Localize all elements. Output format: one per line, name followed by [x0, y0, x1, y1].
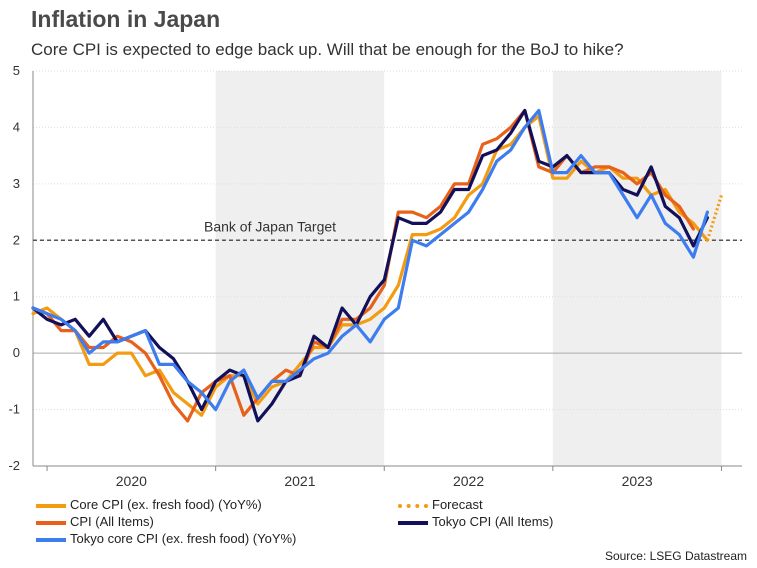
- legend-swatch-forecast: [398, 503, 428, 508]
- legend-item-tokyo-cpi: Tokyo CPI (All Items): [398, 514, 553, 529]
- legend-item-tokyo-core: Tokyo core CPI (ex. fresh food) (YoY%): [36, 531, 296, 546]
- legend-label-forecast: Forecast: [432, 497, 483, 512]
- legend-label-tokyo-core: Tokyo core CPI (ex. fresh food) (YoY%): [70, 531, 297, 546]
- legend-swatch-tokyo-cpi: [398, 520, 428, 525]
- x-tick-label-2020: 2020: [116, 473, 147, 489]
- y-tick-label: 5: [13, 63, 20, 78]
- legend-item-cpi-all: CPI (All Items): [36, 514, 154, 529]
- x-tick-label-2023: 2023: [622, 473, 653, 489]
- y-tick-label: 0: [13, 345, 20, 360]
- chart-subtitle: Core CPI is expected to edge back up. Wi…: [31, 40, 624, 59]
- legend-swatch-tokyo-core: [36, 537, 66, 542]
- y-tick-label: 3: [13, 176, 20, 191]
- y-tick-label: 4: [13, 119, 20, 134]
- chart-title: Inflation in Japan: [31, 6, 221, 32]
- legend-swatch-core-cpi: [36, 503, 66, 508]
- y-tick-label: -2: [8, 458, 20, 473]
- legend-label-core-cpi: Core CPI (ex. fresh food) (YoY%): [70, 497, 262, 512]
- shaded-year-2021: [215, 71, 385, 466]
- series-line-forecast: [705, 194, 724, 241]
- legend-label-tokyo-cpi: Tokyo CPI (All Items): [432, 514, 554, 529]
- boj-target-label: Bank of Japan Target: [204, 218, 336, 234]
- x-tick-label-2021: 2021: [284, 473, 315, 489]
- legend-item-core-cpi: Core CPI (ex. fresh food) (YoY%): [36, 497, 262, 512]
- shaded-year-2023: [552, 71, 722, 466]
- y-tick-label: 2: [13, 232, 20, 247]
- legend-item-forecast: Forecast: [398, 497, 483, 512]
- series-line-tokyo_core: [31, 108, 710, 412]
- y-tick-label: -1: [8, 402, 20, 417]
- legend-label-cpi-all: CPI (All Items): [70, 514, 154, 529]
- y-tick-label: 1: [13, 289, 20, 304]
- legend-swatch-cpi-all: [36, 520, 66, 525]
- x-tick-label-2022: 2022: [453, 473, 484, 489]
- source-note: Source: LSEG Datastream: [604, 549, 747, 563]
